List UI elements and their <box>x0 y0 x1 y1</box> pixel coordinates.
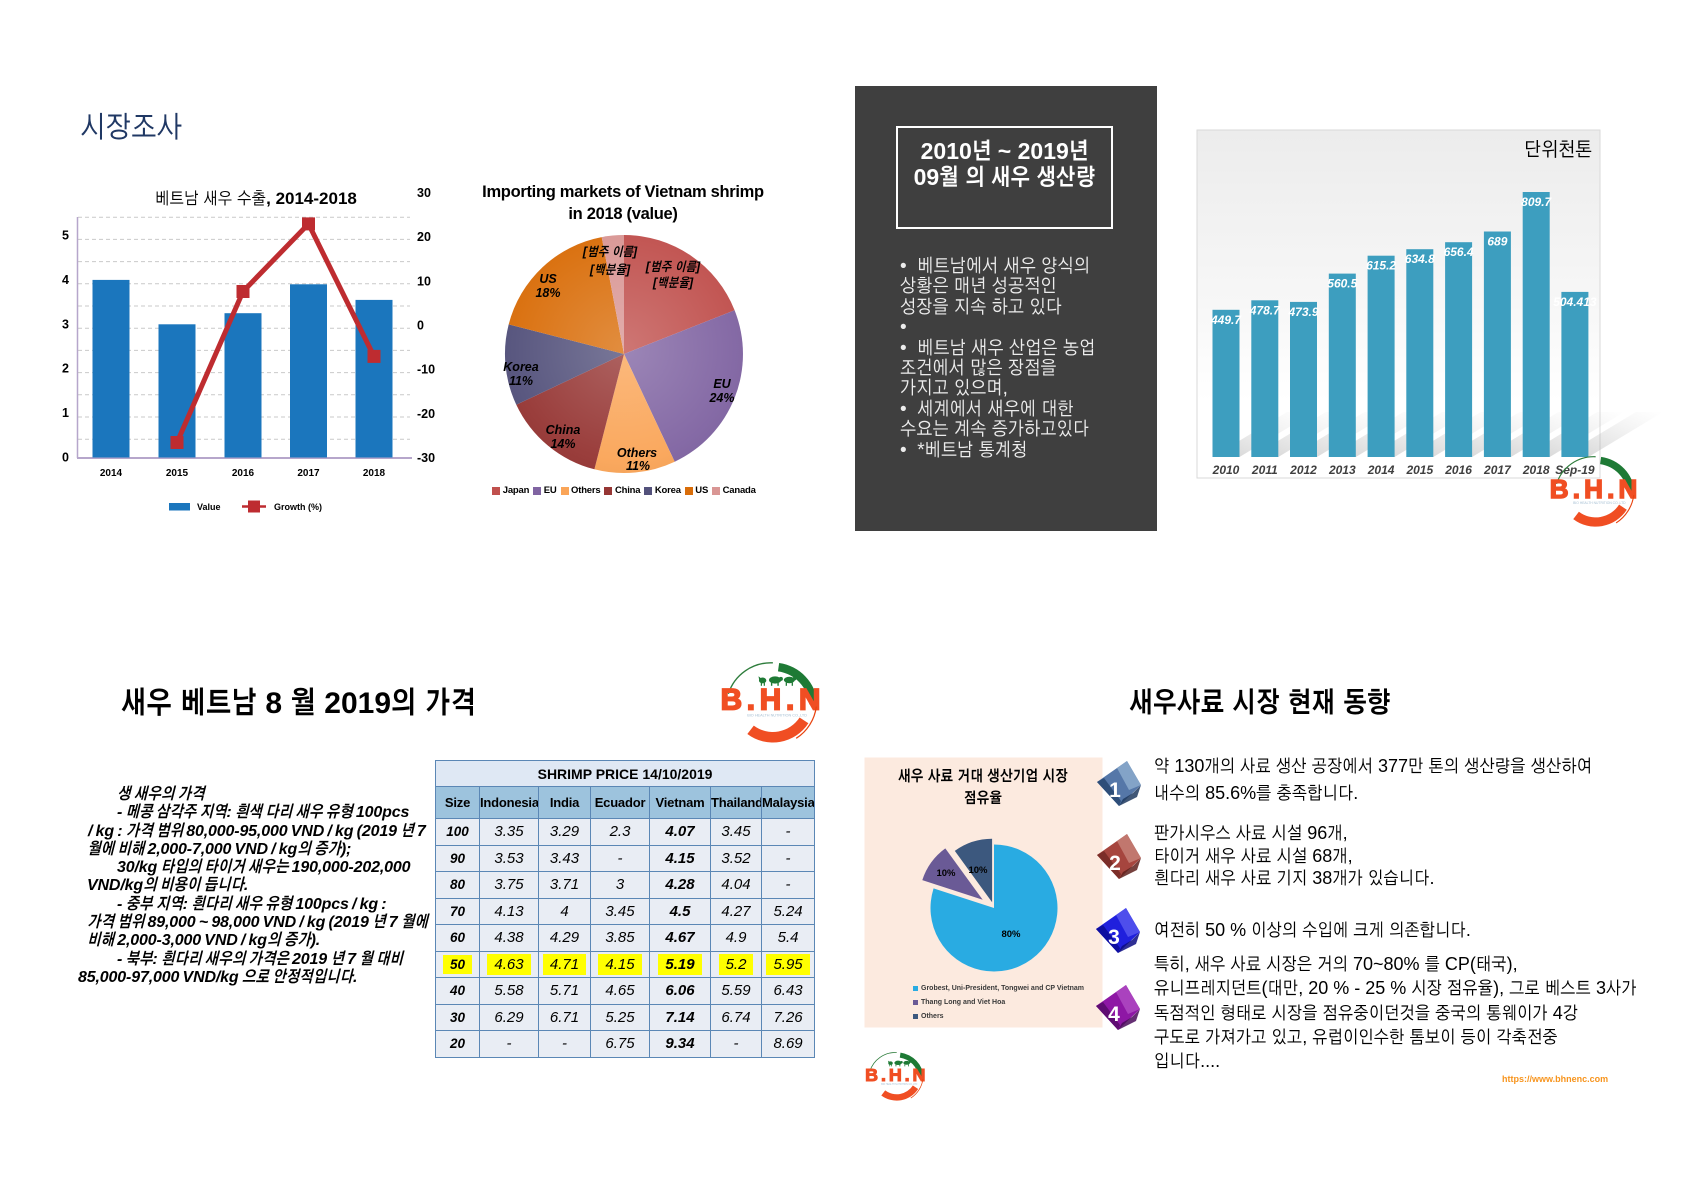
svg-text:1: 1 <box>1109 779 1121 802</box>
svg-text:10: 10 <box>417 274 431 288</box>
svg-text:2017: 2017 <box>297 468 320 479</box>
svg-text:14%: 14% <box>550 437 575 451</box>
svg-text:2018: 2018 <box>363 468 386 479</box>
svg-text:Sep-19: Sep-19 <box>1555 463 1595 477</box>
svg-text:[범주 이름]: [범주 이름] <box>582 245 638 259</box>
svg-text:5: 5 <box>62 229 69 243</box>
svg-text:809.7: 809.7 <box>1521 195 1552 209</box>
svg-text:449.7: 449.7 <box>1210 313 1242 327</box>
svg-text:B.H.N: B.H.N <box>865 1065 928 1085</box>
svg-text:504.413: 504.413 <box>1553 295 1597 309</box>
svg-text:10%: 10% <box>968 865 988 876</box>
svg-text:2014: 2014 <box>100 468 123 479</box>
svg-text:634.8: 634.8 <box>1405 252 1435 266</box>
svg-text:4: 4 <box>1108 1003 1120 1026</box>
svg-text:2: 2 <box>1109 852 1121 875</box>
svg-text:-10: -10 <box>417 363 435 377</box>
svg-text:2013: 2013 <box>1328 463 1356 477</box>
svg-text:BIO HEALTH NUTRITION CO.,LTD: BIO HEALTH NUTRITION CO.,LTD <box>747 714 807 718</box>
svg-text:473.9: 473.9 <box>1287 305 1318 319</box>
svg-text:EU: EU <box>713 377 731 391</box>
svg-text:11%: 11% <box>626 459 650 473</box>
svg-text:B.H.N: B.H.N <box>1550 474 1642 504</box>
svg-text:[백분율]: [백분율] <box>589 263 631 277</box>
svg-text:4: 4 <box>62 273 69 287</box>
svg-text:615.2: 615.2 <box>1366 259 1396 273</box>
svg-text:[백분율]: [백분율] <box>652 276 694 290</box>
svg-text:2: 2 <box>62 362 69 376</box>
svg-text:0: 0 <box>62 451 69 465</box>
svg-text:2015: 2015 <box>166 468 189 479</box>
svg-text:Korea: Korea <box>503 360 538 374</box>
svg-text:18%: 18% <box>535 286 560 300</box>
svg-text:-20: -20 <box>417 407 435 421</box>
svg-text:2016: 2016 <box>1444 463 1472 477</box>
svg-text:BIO HEALTH NUTRITION CO.,LTD: BIO HEALTH NUTRITION CO.,LTD <box>881 1083 917 1086</box>
svg-text:3: 3 <box>1108 926 1120 949</box>
svg-text:30: 30 <box>417 186 431 200</box>
svg-text:24%: 24% <box>708 391 734 405</box>
svg-text:1: 1 <box>62 406 69 420</box>
svg-text:2018: 2018 <box>1522 463 1550 477</box>
svg-text:10%: 10% <box>936 868 956 879</box>
svg-text:0: 0 <box>417 319 424 333</box>
svg-text:2014: 2014 <box>1367 463 1395 477</box>
svg-text:2011: 2011 <box>1251 463 1278 477</box>
svg-text:2017: 2017 <box>1483 463 1512 477</box>
svg-text:80%: 80% <box>1001 929 1021 940</box>
svg-text:Others: Others <box>617 446 657 460</box>
svg-text:China: China <box>546 423 581 437</box>
svg-text:656.4: 656.4 <box>1444 245 1474 259</box>
svg-text:478.7: 478.7 <box>1249 303 1281 317</box>
svg-text:2010: 2010 <box>1212 463 1240 477</box>
svg-text:Growth (%): Growth (%) <box>274 502 322 512</box>
svg-text:560.5: 560.5 <box>1327 277 1357 291</box>
svg-text:2012: 2012 <box>1289 463 1317 477</box>
svg-text:2016: 2016 <box>232 468 255 479</box>
svg-text:20: 20 <box>417 230 431 244</box>
svg-text:Value: Value <box>197 502 221 512</box>
svg-text:2015: 2015 <box>1405 463 1433 477</box>
svg-text:B.H.N: B.H.N <box>721 684 826 717</box>
svg-text:3: 3 <box>62 317 69 331</box>
svg-text:689: 689 <box>1487 235 1507 249</box>
svg-text:BIO HEALTH NUTRITION CO.,LTD: BIO HEALTH NUTRITION CO.,LTD <box>1573 501 1626 505</box>
svg-text:-30: -30 <box>417 451 435 465</box>
svg-text:US: US <box>539 272 557 286</box>
svg-text:[범주 이름]: [범주 이름] <box>645 260 701 274</box>
svg-text:11%: 11% <box>509 374 533 388</box>
